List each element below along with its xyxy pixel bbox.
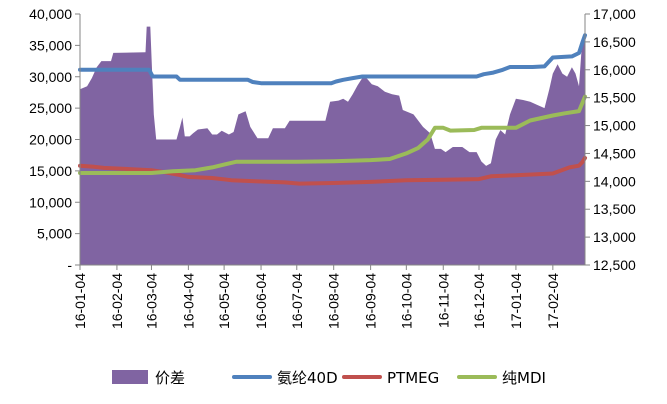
right-tick-label: 15,000 <box>593 118 636 134</box>
x-tick-label: 16-06-04 <box>253 273 269 329</box>
legend-item-series-0: 价差 <box>112 369 185 387</box>
x-tick-label: 17-02-04 <box>545 273 561 329</box>
left-tick-label: 15,000 <box>29 163 72 179</box>
left-tick-label: 30,000 <box>29 69 72 85</box>
right-axis-ticks: 12,500 13,000 13,500 14,000 14,500 15,000 15,5… <box>585 6 636 273</box>
left-tick-label: - <box>67 257 72 273</box>
right-tick-label: 13,500 <box>593 201 636 217</box>
left-axis-ticks: - 5,000 10,000 15,000 20,000 25,000 30,000 35,0… <box>29 6 80 273</box>
x-tick-label: 16-08-04 <box>326 273 342 329</box>
x-tick-label: 16-05-04 <box>216 273 232 329</box>
right-tick-label: 15,500 <box>593 90 636 106</box>
legend-label: 价差 <box>155 369 185 387</box>
right-tick-label: 13,000 <box>593 229 636 245</box>
left-tick-label: 5,000 <box>37 226 72 242</box>
left-tick-label: 20,000 <box>29 132 72 148</box>
series-line-1 <box>78 33 587 86</box>
legend-item-mdi-3: 纯MDI <box>457 369 546 387</box>
legend-item-ptmeg-2: PTMEG <box>342 369 439 387</box>
left-tick-label: 25,000 <box>29 100 72 116</box>
x-tick-label: 16-11-04 <box>435 273 451 328</box>
legend-item-40d-1: 氨纶40D <box>232 369 338 387</box>
price-lines-layer <box>78 33 587 186</box>
legend-swatch <box>112 370 148 384</box>
right-tick-label: 16,000 <box>593 62 636 78</box>
left-tick-label: 35,000 <box>29 37 72 53</box>
chart-legend: 价差 氨纶40D PTMEG 纯MDI <box>112 369 546 387</box>
x-tick-label: 16-04-04 <box>180 273 196 329</box>
x-tick-label: 17-01-04 <box>508 273 524 329</box>
series-line-3 <box>78 94 587 175</box>
x-tick-label: 16-10-04 <box>398 273 414 329</box>
legend-label: 纯MDI <box>502 369 546 387</box>
right-tick-label: 17,000 <box>593 6 636 22</box>
x-tick-label: 16-09-04 <box>363 273 379 329</box>
x-axis-ticks: 16-01-04 16-02-04 16-03-04 16-04-04 16-05-04… <box>72 265 561 329</box>
x-tick-label: 16-03-04 <box>144 273 160 329</box>
legend-label: 氨纶40D <box>277 369 338 387</box>
series-area-0 <box>80 26 585 265</box>
right-tick-label: 14,500 <box>593 145 636 161</box>
price-spread-area-layer <box>80 26 585 265</box>
series-line-2 <box>78 155 587 186</box>
x-tick-label: 16-02-04 <box>109 273 125 329</box>
left-tick-label: 10,000 <box>29 194 72 210</box>
x-tick-label: 16-07-04 <box>289 273 305 329</box>
right-tick-label: 12,500 <box>593 257 636 273</box>
left-tick-label: 40,000 <box>29 6 72 22</box>
right-tick-label: 14,000 <box>593 173 636 189</box>
x-tick-label: 16-12-04 <box>471 273 487 329</box>
legend-label: PTMEG <box>387 369 439 387</box>
x-tick-label: 16-01-04 <box>72 273 88 329</box>
right-tick-label: 16,500 <box>593 34 636 50</box>
